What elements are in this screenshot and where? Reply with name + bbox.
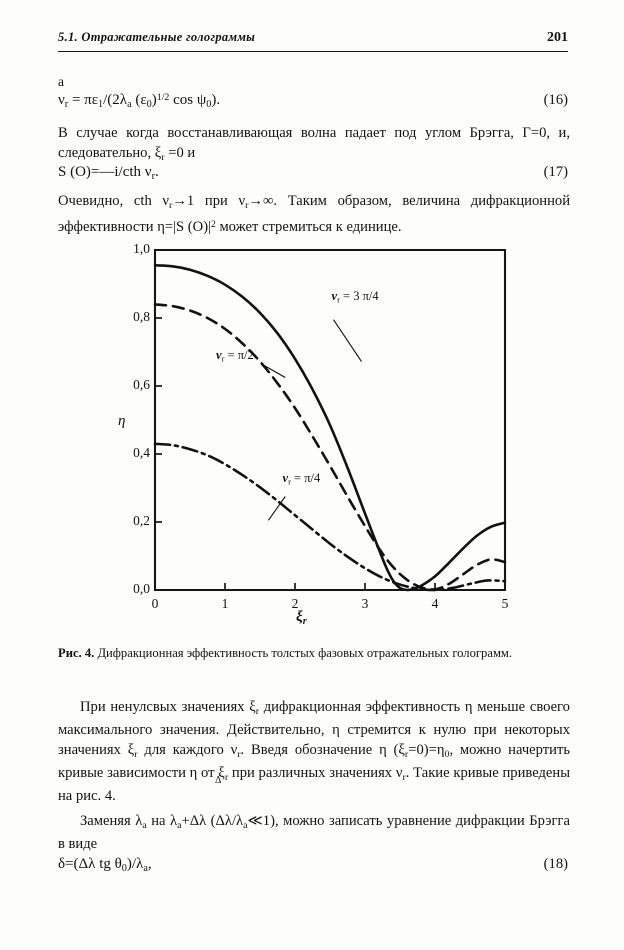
equation-16-number: (16) — [543, 92, 568, 108]
header-divider — [58, 51, 568, 52]
y-tick-label: 0,4 — [133, 445, 150, 460]
y-tick-label: 0,8 — [133, 309, 150, 324]
equation-16: νr = πε1/(2λa (ε0)1/2 cos ψ0). — [58, 92, 221, 110]
y-tick-label: 0,0 — [133, 581, 150, 596]
margin-mark-a: a — [58, 74, 64, 89]
paragraph-4: Заменяя λa на λa+Δλ (Δλ/λa≪1), можно зап… — [58, 813, 570, 853]
paragraph-1: В случае когда восстанавливающая волна п… — [58, 125, 570, 163]
annotation-leader-line — [261, 363, 286, 378]
y-axis-label: η — [118, 413, 126, 429]
x-tick-label: 1 — [221, 596, 229, 611]
y-tick-label: 0,2 — [133, 513, 150, 528]
curve-label: νr = π/4 — [282, 470, 321, 486]
running-head: 5.1. Отражательные голограммы 201 — [58, 30, 568, 56]
x-axis-label: ξr — [296, 609, 307, 627]
curve-label: νr = π/2 — [216, 348, 254, 364]
x-tick-label: 4 — [431, 596, 439, 611]
equation-18-number: (18) — [543, 856, 568, 872]
annotation-leader-line — [267, 496, 286, 521]
section-title: 5.1. Отражательные голограммы — [58, 30, 256, 44]
paragraph-2: Очевидно, cth νr→1 при νr→∞. Таким образ… — [58, 193, 571, 236]
curve-label: νr = 3 π/4 — [331, 288, 379, 304]
x-tick-label: 3 — [361, 596, 369, 611]
margin-mark-delta: Δ — [215, 775, 222, 786]
figure-4: 0,0 0,2 0,4 0,6 0,8 1,0 0 1 2 3 4 5 νr = 3 π/4 νr = π… — [100, 238, 530, 638]
y-tick-label: 1,0 — [133, 241, 150, 256]
x-tick-label: 2 — [291, 596, 299, 611]
paragraph-3: При ненулсвых значениях ξr дифракционная… — [58, 699, 570, 805]
chart-plot-area: 0,0 0,2 0,4 0,6 0,8 1,0 0 1 2 3 4 5 νr = 3 π/4 νr = π… — [100, 238, 530, 638]
annotation-leader-line — [333, 319, 362, 362]
y-tick-label: 0,6 — [133, 377, 150, 392]
equation-17-number: (17) — [543, 164, 568, 180]
chart-curve — [153, 442, 507, 592]
chart-curve — [153, 303, 507, 591]
chart-svg — [153, 248, 507, 592]
equation-17: S (O)=—i/cth νr. — [58, 164, 159, 182]
x-tick-label: 0 — [151, 596, 159, 611]
figure-caption-text: Дифракционная эффективность толстых фазо… — [97, 646, 513, 660]
figure-caption: Рис. 4. Дифракционная эффективность толс… — [58, 645, 570, 661]
chart-frame — [153, 248, 507, 592]
x-tick-label: 5 — [501, 596, 509, 611]
figure-caption-label: Рис. 4. — [58, 646, 95, 660]
page-number: 201 — [547, 30, 568, 45]
equation-18: δ=(Δλ tg θ0)/λa, — [58, 856, 152, 874]
chart-curve — [153, 264, 507, 592]
